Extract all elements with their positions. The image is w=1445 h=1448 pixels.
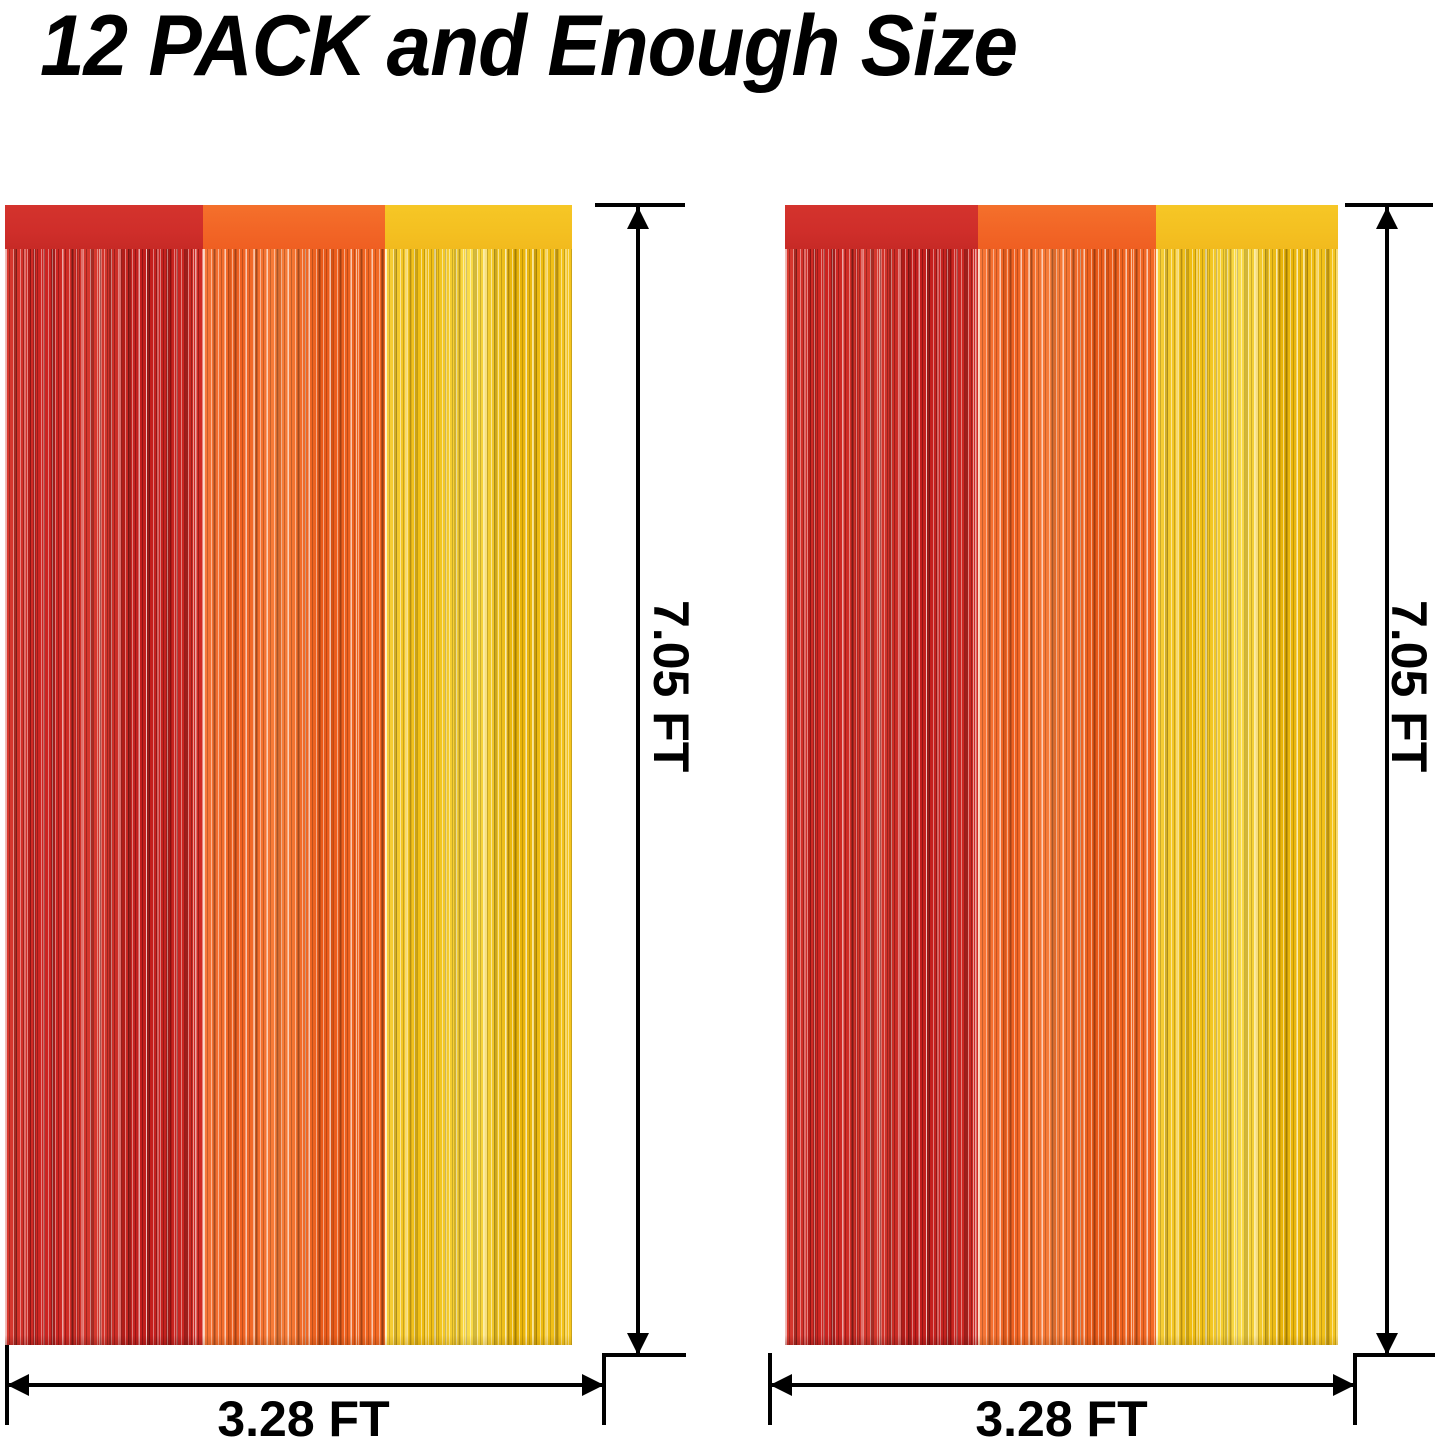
- band-hem-red: [5, 1335, 203, 1345]
- left-curtain-panel: [5, 205, 572, 1345]
- right-height-dim-arrow-up: [1376, 207, 1398, 229]
- right-height-dim-top-cap: [1345, 203, 1433, 207]
- right-width-dim-right-extension: [1353, 1353, 1357, 1425]
- right-curtain-band-orange: [978, 205, 1156, 1345]
- band-header-red: [785, 205, 978, 249]
- left-curtain-band-red: [5, 205, 203, 1345]
- right-curtain-band-red: [785, 205, 978, 1345]
- band-header-orange: [203, 205, 385, 249]
- page-title: 12 PACK and Enough Size: [40, 0, 1018, 94]
- left-width-dim-line: [7, 1383, 604, 1387]
- left-curtain-band-yellow: [385, 205, 572, 1345]
- band-header-yellow: [1156, 205, 1338, 249]
- band-fringe-red: [5, 249, 203, 1345]
- left-curtain-band-orange: [203, 205, 385, 1345]
- right-height-dim-bottom-cap: [1355, 1353, 1435, 1357]
- right-height-dim-line: [1385, 207, 1389, 1355]
- left-height-dim-arrow-up: [627, 207, 649, 229]
- right-height-dim-arrow-down: [1376, 1333, 1398, 1355]
- right-width-label: 3.28 FT: [975, 1391, 1148, 1447]
- left-height-dim-arrow-down: [627, 1333, 649, 1355]
- band-hem-orange: [203, 1335, 385, 1345]
- left-width-dim-arrow-right: [582, 1374, 604, 1396]
- band-fringe-yellow: [1156, 249, 1338, 1345]
- right-curtain-panel: [785, 205, 1338, 1345]
- band-fringe-yellow: [385, 249, 572, 1345]
- left-height-dim-line: [636, 207, 640, 1355]
- band-hem-red: [785, 1335, 978, 1345]
- band-fringe-orange: [203, 249, 385, 1345]
- band-fringe-red: [785, 249, 978, 1345]
- left-width-dim-arrow-left: [7, 1374, 29, 1396]
- left-width-dim-right-extension: [602, 1353, 606, 1425]
- band-hem-yellow: [385, 1335, 572, 1345]
- right-height-label: 7.05 FT: [1381, 600, 1437, 773]
- left-width-label: 3.28 FT: [217, 1391, 390, 1447]
- band-fringe-orange: [978, 249, 1156, 1345]
- left-height-dim-bottom-cap: [604, 1353, 686, 1357]
- band-header-orange: [978, 205, 1156, 249]
- right-curtain-band-yellow: [1156, 205, 1338, 1345]
- right-width-dim-arrow-left: [770, 1374, 792, 1396]
- band-hem-yellow: [1156, 1335, 1338, 1345]
- band-header-yellow: [385, 205, 572, 249]
- band-header-red: [5, 205, 203, 249]
- right-width-dim-arrow-right: [1333, 1374, 1355, 1396]
- left-height-dim-top-cap: [595, 203, 685, 207]
- right-width-dim-line: [770, 1383, 1355, 1387]
- left-height-label: 7.05 FT: [643, 600, 699, 773]
- band-hem-orange: [978, 1335, 1156, 1345]
